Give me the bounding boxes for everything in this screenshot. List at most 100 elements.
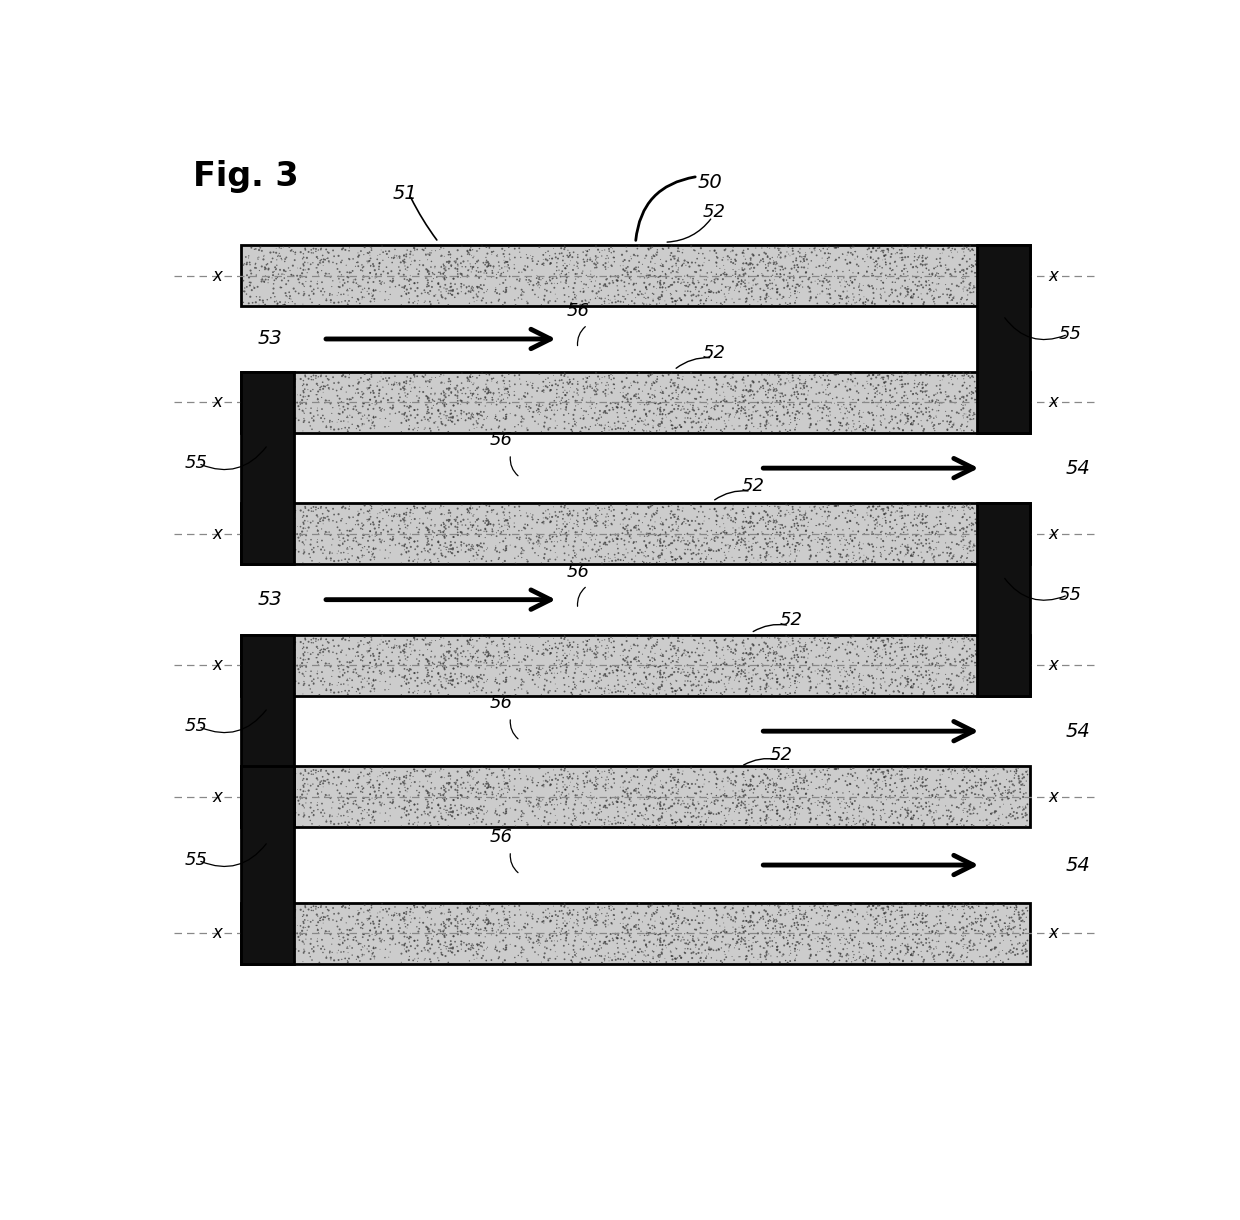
Point bbox=[285, 908, 305, 927]
Point bbox=[420, 803, 440, 822]
Point bbox=[645, 381, 665, 400]
Point bbox=[932, 765, 952, 784]
Point bbox=[776, 792, 796, 811]
Point bbox=[888, 813, 908, 832]
Point bbox=[711, 551, 730, 571]
Point bbox=[960, 283, 980, 303]
Point bbox=[872, 412, 892, 432]
Point bbox=[987, 381, 1007, 400]
Point bbox=[914, 684, 934, 704]
Point bbox=[801, 672, 821, 692]
Point bbox=[810, 398, 830, 417]
Point bbox=[660, 935, 680, 954]
Point bbox=[971, 248, 991, 267]
Point bbox=[434, 521, 454, 540]
Point bbox=[352, 279, 372, 299]
Point bbox=[923, 655, 942, 675]
Point bbox=[244, 799, 264, 819]
Point bbox=[661, 285, 681, 305]
Point bbox=[435, 665, 455, 684]
Point bbox=[603, 498, 622, 517]
Point bbox=[644, 767, 663, 787]
Point bbox=[859, 404, 879, 423]
Point bbox=[402, 772, 422, 792]
Point bbox=[340, 262, 360, 282]
Point bbox=[348, 633, 368, 653]
Point bbox=[265, 387, 285, 406]
Point bbox=[268, 658, 288, 677]
Point bbox=[999, 267, 1019, 287]
Point bbox=[676, 933, 696, 953]
Point bbox=[575, 292, 595, 311]
Point bbox=[440, 935, 460, 954]
Point bbox=[599, 376, 619, 395]
Point bbox=[629, 412, 649, 432]
Point bbox=[853, 933, 873, 953]
Point bbox=[920, 897, 940, 916]
Point bbox=[486, 937, 506, 956]
Point bbox=[274, 392, 294, 411]
Point bbox=[279, 364, 299, 383]
Point bbox=[714, 514, 734, 533]
Point bbox=[568, 394, 588, 414]
Point bbox=[916, 759, 936, 778]
Point bbox=[940, 285, 960, 305]
Point bbox=[743, 776, 763, 795]
Point bbox=[1001, 630, 1021, 649]
Point bbox=[439, 766, 459, 786]
Point bbox=[820, 665, 839, 684]
Point bbox=[909, 277, 929, 296]
Point bbox=[595, 932, 615, 952]
Point bbox=[973, 289, 993, 309]
Point bbox=[761, 525, 781, 544]
Point bbox=[281, 367, 301, 387]
Point bbox=[898, 937, 918, 956]
Point bbox=[792, 384, 812, 404]
Point bbox=[281, 922, 301, 942]
Point bbox=[711, 924, 730, 943]
Point bbox=[678, 409, 698, 428]
Point bbox=[818, 495, 838, 515]
Point bbox=[785, 256, 805, 276]
Point bbox=[760, 802, 780, 821]
Point bbox=[585, 534, 605, 554]
Point bbox=[563, 506, 583, 526]
Point bbox=[650, 930, 670, 949]
Point bbox=[539, 770, 559, 789]
Point bbox=[954, 237, 973, 256]
Point bbox=[909, 272, 929, 292]
Point bbox=[415, 371, 435, 390]
Point bbox=[596, 376, 616, 395]
Point bbox=[872, 784, 892, 804]
Point bbox=[568, 775, 588, 794]
Point bbox=[833, 409, 853, 428]
Point bbox=[711, 683, 730, 703]
Point bbox=[906, 778, 926, 798]
Point bbox=[244, 630, 264, 649]
Point bbox=[422, 370, 441, 389]
Point bbox=[867, 660, 887, 680]
Point bbox=[665, 531, 684, 550]
Point bbox=[898, 942, 918, 961]
Point bbox=[805, 271, 825, 290]
Point bbox=[298, 375, 317, 394]
Point bbox=[451, 381, 471, 400]
Point bbox=[516, 660, 536, 680]
Point bbox=[670, 510, 689, 529]
Point bbox=[760, 273, 780, 293]
Point bbox=[937, 284, 957, 304]
Point bbox=[895, 506, 915, 526]
Point bbox=[671, 290, 691, 310]
Point bbox=[646, 634, 666, 654]
Point bbox=[587, 526, 606, 545]
Point bbox=[722, 947, 742, 966]
Point bbox=[387, 904, 407, 924]
Point bbox=[537, 664, 557, 683]
Point bbox=[616, 762, 636, 782]
Point bbox=[983, 497, 1003, 516]
Point bbox=[418, 634, 438, 654]
Point bbox=[547, 919, 567, 938]
Point bbox=[340, 238, 360, 257]
Point bbox=[486, 504, 506, 523]
Point bbox=[873, 669, 893, 688]
